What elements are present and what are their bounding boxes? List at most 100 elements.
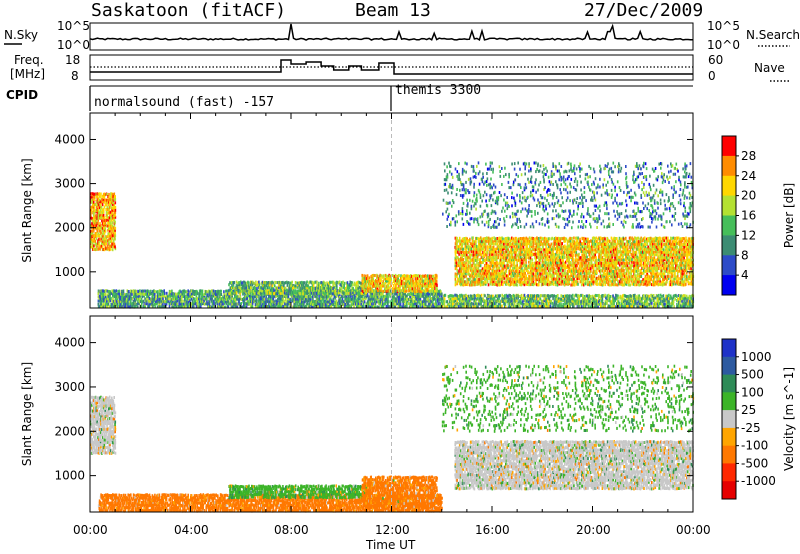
echo-cell [241,298,243,301]
echo-cell [475,240,477,243]
noise-left-label: N.Sky [4,28,38,42]
echo-cell [528,278,530,281]
echo-region-3 [361,274,437,293]
echo-cell [197,292,199,295]
echo-cell [542,246,544,249]
echo-cell [455,280,457,283]
echo-cell [465,281,467,284]
echo-cell [462,243,464,246]
echo-cell [485,242,487,245]
echo-cell [506,283,508,286]
echo-cell [236,281,238,284]
echo-cell [512,242,514,245]
echo-cell [519,259,521,262]
echo-cell [551,243,553,246]
echo-cell [400,289,402,292]
echo-cell [271,284,273,287]
echo-cell [108,238,110,241]
echo-cell [472,236,474,239]
echo-cell [141,305,143,308]
echo-cell [463,261,465,264]
echo-cell [494,280,496,283]
echo-cell [341,289,343,292]
echo-cell [254,292,256,295]
echo-cell [273,288,275,291]
echo-cell [114,243,116,246]
freq-label-line1: Freq. [14,53,44,67]
echo-cell [500,256,502,259]
echo-cell [114,214,116,217]
echo-cell [477,258,479,261]
nave-tick-bottom: 0 [708,69,716,83]
echo-cell [531,243,533,246]
echo-cell [471,253,473,256]
echo-cell [485,245,487,248]
echo-cell [492,237,494,240]
echo-cell [139,289,141,292]
echo-cell [168,297,170,300]
echo-cell [533,245,535,248]
echo-cell [525,264,527,267]
echo-cell [105,293,107,296]
echo-cell [97,230,99,233]
echo-cell [322,291,324,294]
echo-cell [348,295,350,298]
echo-cell [485,248,487,251]
echo-cell [441,293,443,296]
echo-cell [495,243,497,246]
echo-cell [545,245,547,248]
echo-cell [213,290,215,293]
echo-cell [105,227,107,230]
echo-cell [506,246,508,249]
echo-cell [160,293,162,296]
echo-cell [335,292,337,295]
echo-cell [336,284,338,287]
echo-cell [316,281,318,284]
echo-cell [108,303,110,306]
echo-cell [395,289,397,292]
echo-cell [337,305,339,308]
echo-cell [548,259,550,262]
echo-cell [374,274,376,277]
echo-cell [541,248,543,251]
echo-cell [468,265,470,268]
echo-cell [93,244,95,247]
echo-cell [528,261,530,264]
echo-cell [342,281,344,284]
echo-cell [468,267,470,270]
echo-cell [499,283,501,286]
nave-tick-top: 60 [708,53,723,67]
echo-cell [332,292,334,295]
echo-cell [487,281,489,284]
echo-cell [238,281,240,284]
echo-cell [501,280,503,283]
echo-cell [255,281,257,284]
echo-cell [363,305,365,308]
echo-cell [324,287,326,290]
echo-cell [170,290,172,293]
echo-cell [146,302,148,305]
echo-cell [155,295,157,298]
echo-cell [538,275,540,278]
echo-cell [236,291,238,294]
echo-cell [115,227,117,230]
echo-cell [116,289,118,292]
echo-cell [256,287,258,290]
echo-cell [108,193,110,196]
echo-cell [123,290,125,293]
echo-cell [516,254,518,257]
echo-cell [369,276,371,279]
echo-cell [283,284,285,287]
echo-cell [540,259,542,262]
echo-cell [543,261,545,264]
echo-cell [284,292,286,295]
echo-cell [128,303,130,306]
echo-cell [361,274,363,277]
echo-cell [259,283,261,286]
echo-cell [315,292,317,295]
echo-cell [538,256,540,259]
nave-label: Nave [754,61,785,75]
noise-tick-top-left: 10^5 [57,19,90,33]
